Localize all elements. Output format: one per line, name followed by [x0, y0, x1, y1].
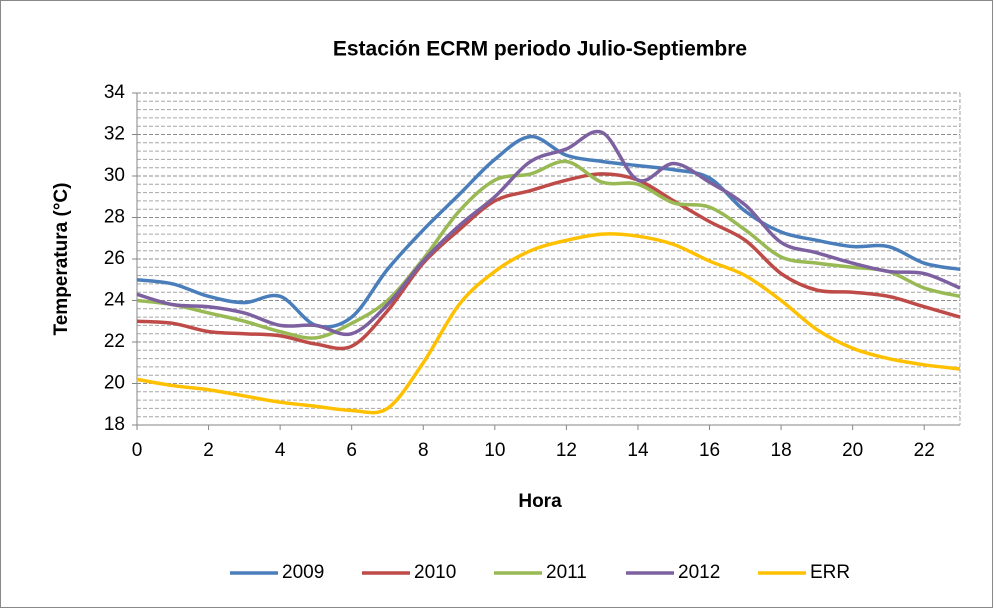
legend-label: 2010 — [414, 562, 456, 583]
x-tick-label: 2 — [203, 440, 214, 461]
y-axis-title: Temperatura (°C) — [51, 183, 72, 336]
x-tick-label: 14 — [627, 440, 649, 461]
x-tick-label: 18 — [771, 440, 792, 461]
x-axis-title: Hora — [518, 491, 562, 512]
y-tick-label: 18 — [104, 414, 125, 435]
y-tick-label: 24 — [104, 290, 126, 311]
x-tick-label: 0 — [132, 440, 143, 461]
y-tick-label: 34 — [104, 82, 126, 103]
series-line — [136, 159, 961, 340]
series-line — [136, 232, 961, 415]
legend-label: 2009 — [282, 562, 324, 583]
legend-label: 2011 — [546, 562, 587, 583]
y-tick-label: 30 — [104, 165, 125, 186]
x-tick-label: 10 — [484, 440, 505, 461]
y-tick-label: 32 — [104, 124, 125, 145]
y-tick-label: 22 — [104, 331, 125, 352]
legend-label: ERR — [810, 562, 850, 583]
series-line — [136, 134, 961, 329]
legend-label: 2012 — [678, 562, 720, 583]
x-tick-label: 22 — [914, 440, 935, 461]
y-tick-label: 28 — [104, 207, 125, 228]
chart-title: Estación ECRM periodo Julio-Septiembre — [333, 38, 747, 61]
y-tick-label: 26 — [104, 248, 125, 269]
series-line — [136, 172, 961, 351]
x-tick-label: 6 — [346, 440, 357, 461]
x-tick-label: 12 — [556, 440, 577, 461]
y-tick-label: 20 — [104, 373, 125, 394]
x-tick-label: 8 — [418, 440, 429, 461]
x-tick-label: 20 — [842, 440, 863, 461]
x-tick-label: 4 — [275, 440, 286, 461]
series-line — [136, 129, 961, 337]
x-tick-label: 16 — [699, 440, 720, 461]
